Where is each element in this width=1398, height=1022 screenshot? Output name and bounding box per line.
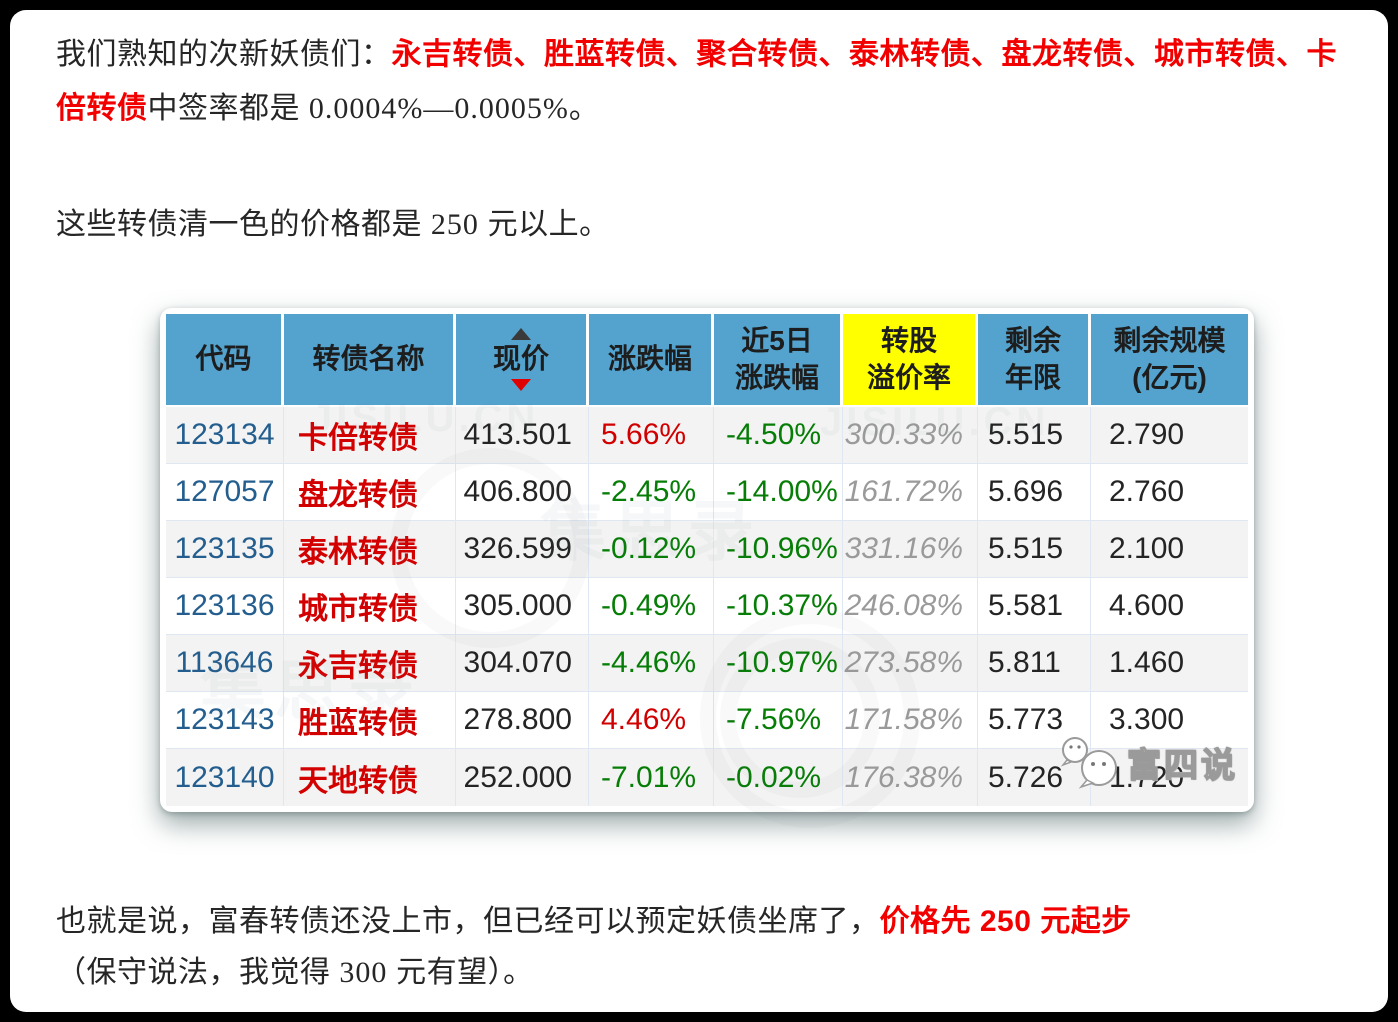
- conclusion-price-red: 价格先 250 元起步: [879, 905, 1132, 938]
- paragraph-intro: 我们熟知的次新妖债们：永吉转债、胜蓝转债、聚合转债、泰林转债、盘龙转债、城市转债…: [56, 28, 1342, 136]
- col-header-name: 转债名称: [284, 314, 456, 407]
- bond-premium: 273.58%: [843, 635, 978, 692]
- table-row: 123134 卡倍转债 413.501 5.66% -4.50% 300.33%…: [166, 407, 1248, 464]
- bond-change: -4.46%: [601, 646, 697, 679]
- bond-price: 305.000: [456, 578, 589, 635]
- bond-code: 123134: [166, 407, 284, 464]
- sort-desc-icon[interactable]: [511, 378, 531, 391]
- bond-change: -0.49%: [601, 589, 697, 622]
- conclusion-paren-text: （保守说法，我觉得: [56, 956, 340, 989]
- bond-premium: 171.58%: [843, 692, 978, 749]
- table-row: 123136 城市转债 305.000 -0.49% -10.37% 246.0…: [166, 578, 1248, 635]
- bond-years: 5.811: [978, 635, 1091, 692]
- table-row: 127057 盘龙转债 406.800 -2.45% -14.00% 161.7…: [166, 464, 1248, 521]
- bond-5day-change: -7.56%: [726, 703, 822, 736]
- bond-code: 123136: [166, 578, 284, 635]
- table-row: 123140 天地转债 252.000 -7.01% -0.02% 176.38…: [166, 749, 1248, 806]
- bond-price: 413.501: [456, 407, 589, 464]
- bond-years: 5.773: [978, 692, 1091, 749]
- conclusion-text: 也就是说，富春转债还没上市，但已经可以预定妖债坐席了，: [56, 905, 880, 938]
- bond-5day-change: -10.97%: [726, 646, 838, 679]
- bond-5day-change: -10.37%: [726, 589, 838, 622]
- bond-years: 5.726: [978, 749, 1091, 806]
- bond-name: 城市转债: [284, 578, 456, 635]
- bond-name: 卡倍转债: [284, 407, 456, 464]
- bond-name: 永吉转债: [284, 635, 456, 692]
- bond-price: 252.000: [456, 749, 589, 806]
- intro-rate-range: 0.0004%—0.0005%: [308, 92, 569, 125]
- bond-code: 127057: [166, 464, 284, 521]
- col-header-remaining-size: 剩余规模 (亿元): [1091, 314, 1248, 407]
- bond-table: 代码 转债名称 现价 涨跌幅 近5日 涨跌幅: [166, 314, 1248, 806]
- bond-price: 406.800: [456, 464, 589, 521]
- bond-price: 304.070: [456, 635, 589, 692]
- article-card: 我们熟知的次新妖债们：永吉转债、胜蓝转债、聚合转债、泰林转债、盘龙转债、城市转债…: [10, 10, 1388, 1012]
- table-row: 123143 胜蓝转债 278.800 4.46% -7.56% 171.58%…: [166, 692, 1248, 749]
- bond-price: 326.599: [456, 521, 589, 578]
- bond-size: 4.600: [1091, 578, 1248, 635]
- bond-size: 1.720: [1091, 749, 1248, 806]
- intro-text-mid: 中签率都是: [147, 92, 309, 125]
- bond-premium: 246.08%: [843, 578, 978, 635]
- table-row: 123135 泰林转债 326.599 -0.12% -10.96% 331.1…: [166, 521, 1248, 578]
- bond-table-card: JISILU.CN JISILU.CN 集思录 集思录 代码 转债名称 现价: [160, 308, 1254, 828]
- bond-code: 123135: [166, 521, 284, 578]
- bond-change: -2.45%: [601, 475, 697, 508]
- bond-size: 2.760: [1091, 464, 1248, 521]
- paragraph-conclusion: 也就是说，富春转债还没上市，但已经可以预定妖债坐席了，价格先 250 元起步 （保…: [56, 896, 1342, 998]
- table-row: 113646 永吉转债 304.070 -4.46% -10.97% 273.5…: [166, 635, 1248, 692]
- bond-code: 123143: [166, 692, 284, 749]
- bond-5day-change: -0.02%: [726, 760, 822, 794]
- bond-years: 5.581: [978, 578, 1091, 635]
- price-note-suffix: 元以上。: [478, 208, 610, 241]
- bond-years: 5.515: [978, 407, 1091, 464]
- bond-size: 1.460: [1091, 635, 1248, 692]
- sort-asc-icon[interactable]: [511, 328, 531, 341]
- conclusion-paren-end: 元有望）。: [387, 956, 534, 989]
- conclusion-target-value: 300: [339, 956, 388, 989]
- col-header-code: 代码: [166, 314, 284, 407]
- bond-size: 3.300: [1091, 692, 1248, 749]
- col-header-price[interactable]: 现价: [456, 314, 589, 407]
- bond-name: 盘龙转债: [284, 464, 456, 521]
- bond-change: 5.66%: [601, 418, 687, 451]
- bond-size: 2.790: [1091, 407, 1248, 464]
- col-header-change: 涨跌幅: [589, 314, 714, 407]
- bond-premium: 331.16%: [843, 521, 978, 578]
- bond-change: -0.12%: [601, 532, 697, 565]
- bond-name: 天地转债: [284, 749, 456, 806]
- bond-name: 胜蓝转债: [284, 692, 456, 749]
- bond-5day-change: -4.50%: [726, 418, 822, 451]
- intro-text-end: 。: [568, 92, 600, 125]
- bond-5day-change: -14.00%: [726, 475, 838, 508]
- bond-code: 113646: [166, 635, 284, 692]
- col-header-price-label: 现价: [492, 343, 549, 375]
- bond-change: -7.01%: [601, 760, 697, 794]
- col-header-premium-highlighted: 转股 溢价率: [843, 314, 978, 407]
- intro-bond-names-red: 永吉转债、胜蓝转债、聚合转债、泰林转债、盘龙转债、城市转债、卡倍转债: [56, 38, 1337, 125]
- col-header-5day-change: 近5日 涨跌幅: [714, 314, 843, 407]
- price-note-text: 这些转债清一色的价格都是: [56, 208, 431, 241]
- bond-name: 泰林转债: [284, 521, 456, 578]
- bond-years: 5.696: [978, 464, 1091, 521]
- bond-years: 5.515: [978, 521, 1091, 578]
- bond-table-header: 代码 转债名称 现价 涨跌幅 近5日 涨跌幅: [166, 314, 1248, 407]
- bond-5day-change: -10.96%: [726, 532, 838, 565]
- paragraph-price-note: 这些转债清一色的价格都是 250 元以上。: [56, 198, 1342, 252]
- bond-premium: 300.33%: [843, 407, 978, 464]
- bond-size: 2.100: [1091, 521, 1248, 578]
- intro-text-black: 我们熟知的次新妖债们：: [56, 38, 392, 71]
- col-header-remaining-years: 剩余 年限: [978, 314, 1091, 407]
- bond-price: 278.800: [456, 692, 589, 749]
- bond-premium: 176.38%: [843, 749, 978, 806]
- bond-change: 4.46%: [601, 703, 687, 736]
- bond-premium: 161.72%: [843, 464, 978, 521]
- bond-code: 123140: [166, 749, 284, 806]
- price-note-value: 250: [430, 208, 479, 241]
